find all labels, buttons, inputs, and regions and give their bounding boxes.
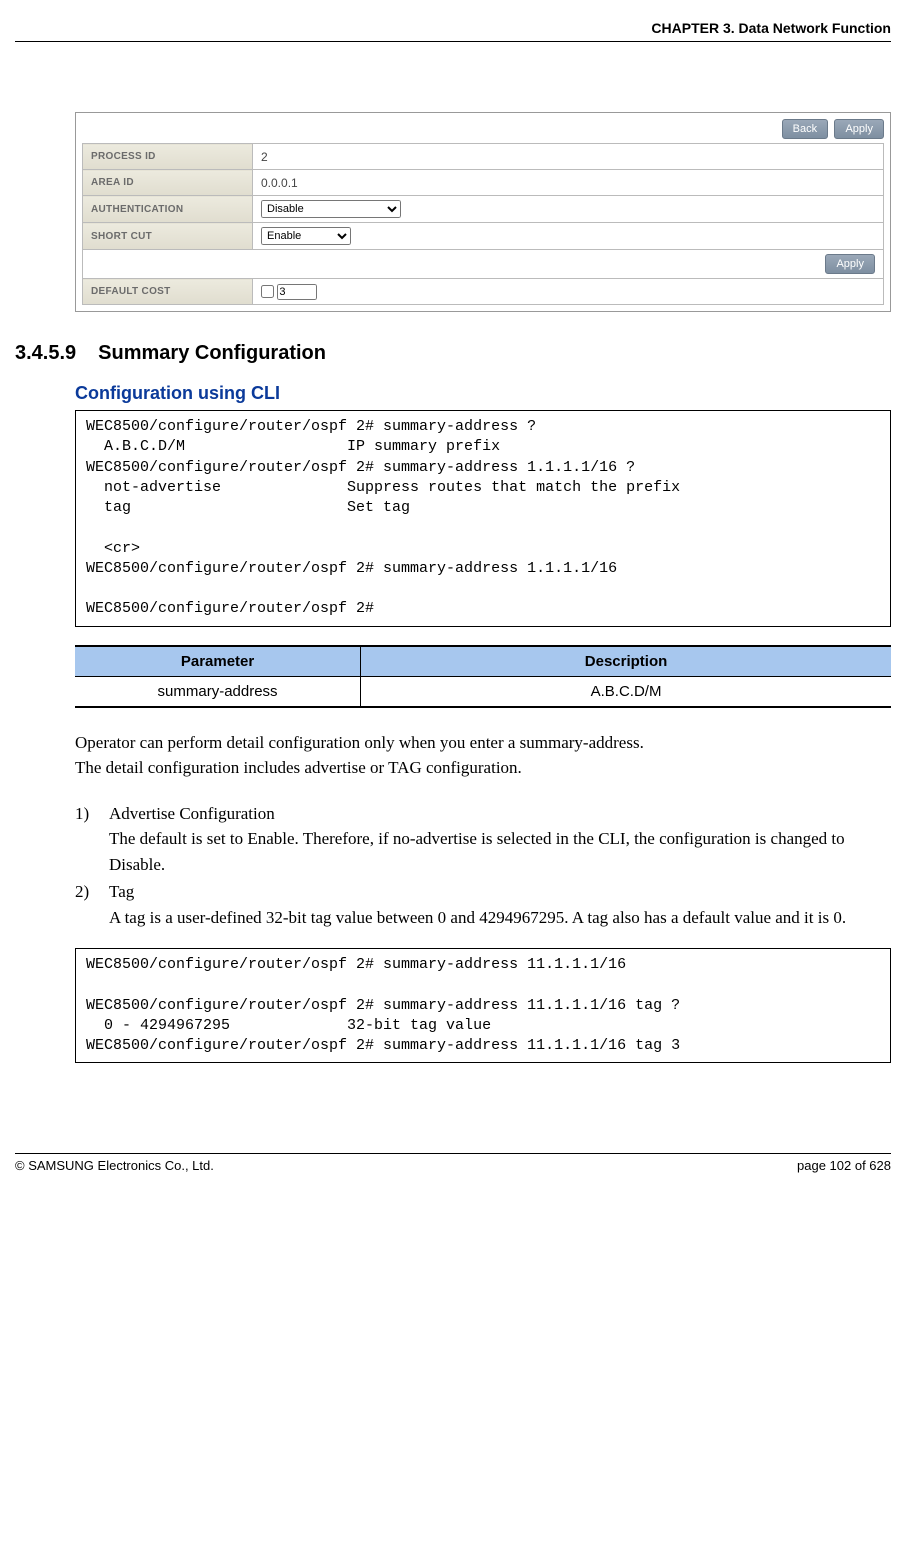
param-cell: summary-address [75, 676, 361, 707]
desc-cell: A.B.C.D/M [361, 676, 891, 707]
copyright: © SAMSUNG Electronics Co., Ltd. [15, 1158, 214, 1173]
ospf-config-panel: Back Apply PROCESS ID 2 AREA ID 0.0.0.1 … [75, 112, 891, 312]
authentication-select[interactable]: Disable [261, 200, 401, 218]
page-footer: © SAMSUNG Electronics Co., Ltd. page 102… [15, 1153, 891, 1173]
desc-header: Description [361, 646, 891, 677]
page-header: CHAPTER 3. Data Network Function [15, 20, 891, 42]
body-p2: The detail configuration includes advert… [75, 755, 891, 781]
apply-button[interactable]: Apply [834, 119, 884, 139]
process-id-value: 2 [253, 144, 884, 170]
body-paragraph: Operator can perform detail configuratio… [75, 730, 891, 781]
apply-button-2[interactable]: Apply [825, 254, 875, 274]
li2-text: A tag is a user-defined 32-bit tag value… [109, 905, 891, 931]
parameter-table: Parameter Description summary-address A.… [75, 645, 891, 708]
back-button[interactable]: Back [782, 119, 828, 139]
cli-heading: Configuration using CLI [75, 383, 891, 404]
short-cut-value: Enable [253, 223, 884, 250]
default-cost-value [253, 279, 884, 305]
area-id-label: AREA ID [83, 170, 253, 196]
authentication-value: Disable [253, 196, 884, 223]
param-header: Parameter [75, 646, 361, 677]
default-cost-checkbox[interactable] [261, 285, 274, 298]
section-heading: 3.4.5.9 Summary Configuration [15, 342, 891, 365]
process-id-label: PROCESS ID [83, 144, 253, 170]
li1-title: Advertise Configuration [109, 801, 891, 827]
authentication-label: AUTHENTICATION [83, 196, 253, 223]
panel-buttons: Back Apply [82, 119, 884, 139]
page-content: Back Apply PROCESS ID 2 AREA ID 0.0.0.1 … [15, 112, 891, 1063]
spacer-row: Apply [83, 250, 884, 279]
li2-title: Tag [109, 879, 891, 905]
li2-num: 2) [75, 879, 109, 930]
section-number: 3.4.5.9 [15, 342, 76, 364]
cli-block-1: WEC8500/configure/router/ospf 2# summary… [75, 410, 891, 627]
default-cost-input[interactable] [277, 284, 317, 300]
config-table: PROCESS ID 2 AREA ID 0.0.0.1 AUTHENTICAT… [82, 143, 884, 305]
cli-block-2: WEC8500/configure/router/ospf 2# summary… [75, 948, 891, 1063]
area-id-value: 0.0.0.1 [253, 170, 884, 196]
default-cost-label: DEFAULT COST [83, 279, 253, 305]
li1-text: The default is set to Enable. Therefore,… [109, 826, 891, 877]
li1-num: 1) [75, 801, 109, 878]
chapter-title: CHAPTER 3. Data Network Function [651, 20, 891, 36]
section-title: Summary Configuration [98, 342, 326, 364]
body-p1: Operator can perform detail configuratio… [75, 730, 891, 756]
page-number: page 102 of 628 [797, 1158, 891, 1173]
numbered-list: 1) Advertise Configuration The default i… [75, 801, 891, 931]
short-cut-label: SHORT CUT [83, 223, 253, 250]
short-cut-select[interactable]: Enable [261, 227, 351, 245]
